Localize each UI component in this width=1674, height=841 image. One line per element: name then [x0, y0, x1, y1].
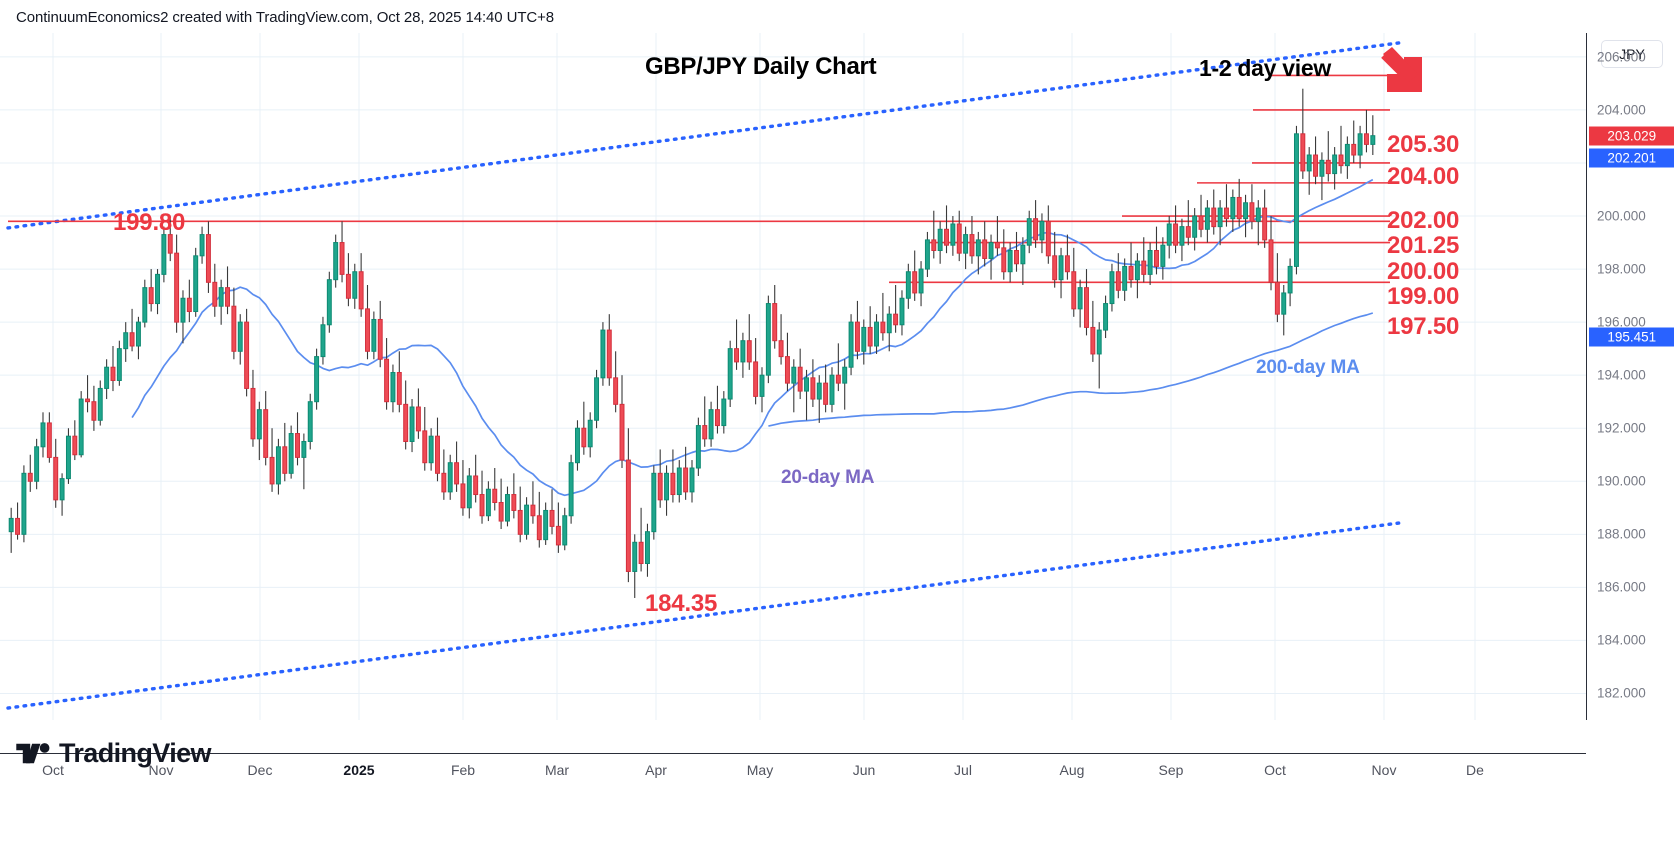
time-tick-de: De — [1466, 762, 1484, 778]
ma200-line — [768, 312, 1374, 427]
price-tick-190-000: 190.000 — [1597, 473, 1646, 489]
series-value-badge-1: 195.451 — [1588, 327, 1674, 347]
tradingview-footer-logo: TradingView — [16, 738, 212, 769]
price-tick-204-000: 204.000 — [1597, 102, 1646, 118]
price-scale-axis[interactable]: JPY 206.000204.000202.000200.000198.0001… — [1586, 33, 1674, 720]
price-tick-186-000: 186.000 — [1597, 579, 1646, 595]
time-tick-nov: Nov — [148, 762, 174, 778]
price-tick-192-000: 192.000 — [1597, 420, 1646, 436]
last-price-badge: 203.029 — [1588, 126, 1674, 146]
price-tick-206-000: 206.000 — [1597, 49, 1646, 65]
price-tick-196-000: 196.000 — [1597, 314, 1646, 330]
time-tick-dec: Dec — [247, 762, 273, 778]
horizontal-price-levels — [8, 74, 1390, 284]
series-value-badge-0: 202.201 — [1588, 148, 1674, 168]
dotted-trendlines — [6, 40, 1406, 710]
tradingview-wordmark: TradingView — [59, 738, 212, 768]
time-tick-oct: Oct — [1264, 762, 1286, 778]
time-tick-sep: Sep — [1158, 762, 1184, 778]
candlestick-chart-svg — [0, 33, 1586, 720]
time-tick-mar: Mar — [544, 762, 570, 778]
attribution-text: ContinuumEconomics2 created with Trading… — [16, 9, 555, 26]
time-scale-axis[interactable]: Oct Nov Dec 2025 Feb Mar Apr May Jun Jul Aug Sep Oct… — [0, 753, 1586, 788]
currency-badge[interactable]: JPY — [1601, 40, 1663, 68]
price-tick-182-000: 182.000 — [1597, 685, 1646, 701]
price-tick-184-000: 184.000 — [1597, 632, 1646, 648]
candlestick-series — [8, 88, 1376, 598]
time-tick-jul: Jul — [954, 762, 972, 778]
time-tick-apr: Apr — [645, 762, 667, 778]
time-tick-aug: Aug — [1059, 762, 1085, 778]
time-tick-feb: Feb — [450, 762, 476, 778]
time-tick-2025: 2025 — [343, 762, 375, 778]
time-tick-may: May — [746, 762, 774, 778]
time-tick-nov: Nov — [1371, 762, 1397, 778]
price-tick-188-000: 188.000 — [1597, 526, 1646, 542]
ma20-line — [131, 178, 1374, 497]
price-tick-194-000: 194.000 — [1597, 367, 1646, 383]
time-tick-jun: Jun — [852, 762, 876, 778]
price-tick-200-000: 200.000 — [1597, 208, 1646, 224]
tradingview-logo-icon — [16, 742, 50, 763]
chart-frame: GBP/JPY Daily Chart 1-2 day view 205.30 … — [0, 33, 1674, 778]
price-tick-198-000: 198.000 — [1597, 261, 1646, 277]
chart-plot-area[interactable]: GBP/JPY Daily Chart 1-2 day view 205.30 … — [0, 33, 1586, 720]
time-tick-oct: Oct — [42, 762, 64, 778]
